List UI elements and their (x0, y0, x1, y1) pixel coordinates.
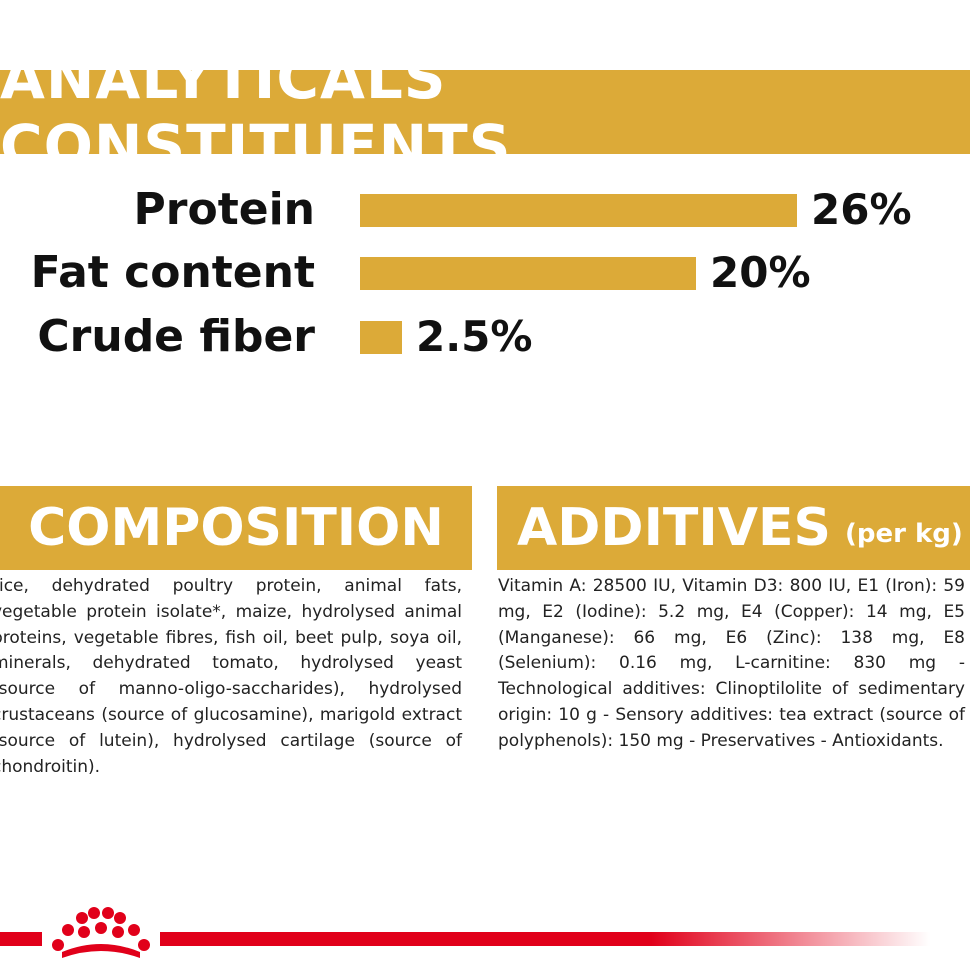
nutrient-value: 26% (811, 185, 912, 234)
nutrient-bar (360, 321, 402, 354)
nutrient-label: Protein (133, 184, 315, 235)
additives-text: Vitamin A: 28500 IU, Vitamin D3: 800 IU,… (498, 576, 965, 751)
footer-red-line (0, 932, 930, 946)
composition-text: rice, dehydrated poultry protein, animal… (0, 576, 462, 777)
nutrient-row-protein: Protein 26% (0, 180, 970, 240)
nutrient-bar (360, 194, 797, 227)
additives-banner: ADDITIVES (per kg) (497, 486, 970, 570)
nutrient-bar (360, 257, 696, 290)
nutrient-label: Fat content (30, 247, 315, 298)
composition-banner: COMPOSITION (0, 486, 472, 570)
nutrient-label: Crude fiber (37, 311, 315, 362)
royal-canin-crown-icon (42, 906, 160, 970)
composition-title: COMPOSITION (28, 498, 444, 558)
nutrient-row-fat: Fat content 20% (0, 243, 970, 303)
additives-title: ADDITIVES (517, 498, 831, 558)
nutrient-value: 20% (710, 248, 811, 297)
analytical-constituents-banner: ANALYTICALS CONSTITUENTS (0, 44, 970, 180)
additives-subtitle: (per kg) (844, 519, 963, 549)
nutrient-value: 2.5% (416, 312, 533, 361)
nutrient-row-fiber: Crude fiber 2.5% (0, 307, 970, 367)
analytical-constituents-title: ANALYTICALS CONSTITUENTS (0, 44, 512, 180)
